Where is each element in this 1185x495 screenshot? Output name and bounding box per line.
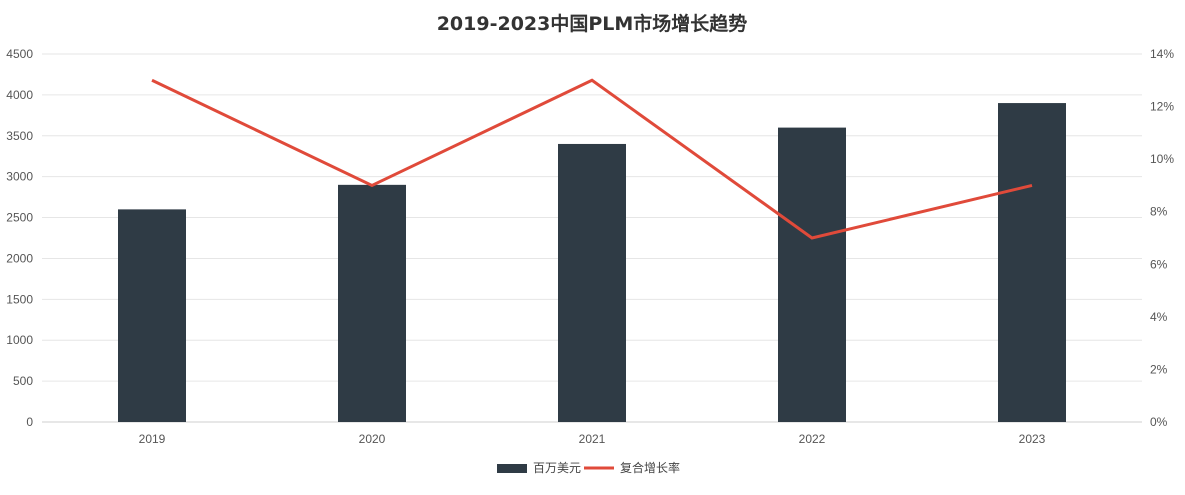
y-right-tick-label: 8% (1150, 205, 1168, 219)
y-left-tick-label: 0 (26, 415, 33, 429)
y-right-tick-label: 0% (1150, 415, 1168, 429)
y-right-tick-label: 6% (1150, 257, 1168, 271)
bar (338, 184, 406, 422)
y-right-tick-label: 10% (1150, 152, 1174, 166)
y-left-tick-label: 2000 (6, 251, 33, 265)
y-right-tick-label: 12% (1150, 100, 1174, 114)
bar (558, 143, 626, 422)
y-right-tick-label: 14% (1150, 47, 1174, 61)
y-left-tick-label: 500 (13, 374, 33, 388)
x-tick-label: 2022 (799, 432, 826, 446)
y-left-tick-label: 4000 (6, 88, 33, 102)
legend: 百万美元 复合增长率 (497, 460, 680, 475)
y-axis-left: 0 500 1000 1500 2000 2500 3000 3500 4000 4500 (6, 47, 33, 429)
y-left-tick-label: 3000 (6, 170, 33, 184)
bar-series (118, 103, 1066, 423)
growth-rate-line (151, 78, 1033, 240)
y-left-tick-label: 4500 (6, 47, 33, 61)
x-tick-label: 2021 (579, 432, 606, 446)
y-left-tick-label: 1000 (6, 333, 33, 347)
x-tick-label: 2020 (359, 432, 386, 446)
bar (778, 127, 846, 422)
x-axis: 2019 2020 2021 2022 2023 (139, 432, 1046, 446)
legend-bar-label: 百万美元 (533, 461, 581, 475)
y-left-tick-label: 3500 (6, 129, 33, 143)
y-axis-right: 0% 2% 4% 6% 8% 10% 12% 14% (1150, 47, 1174, 429)
legend-line-label: 复合增长率 (620, 460, 680, 475)
legend-bar-swatch (497, 464, 527, 473)
chart-title: 2019-2023中国PLM市场增长趋势 (437, 12, 748, 35)
line-series (151, 78, 1033, 240)
x-tick-label: 2019 (139, 432, 166, 446)
bar (998, 103, 1066, 423)
y-right-tick-label: 2% (1150, 362, 1168, 376)
y-left-tick-label: 1500 (6, 292, 33, 306)
y-left-tick-label: 2500 (6, 211, 33, 225)
y-right-tick-label: 4% (1150, 310, 1168, 324)
bar (118, 209, 186, 422)
x-tick-label: 2023 (1019, 432, 1046, 446)
